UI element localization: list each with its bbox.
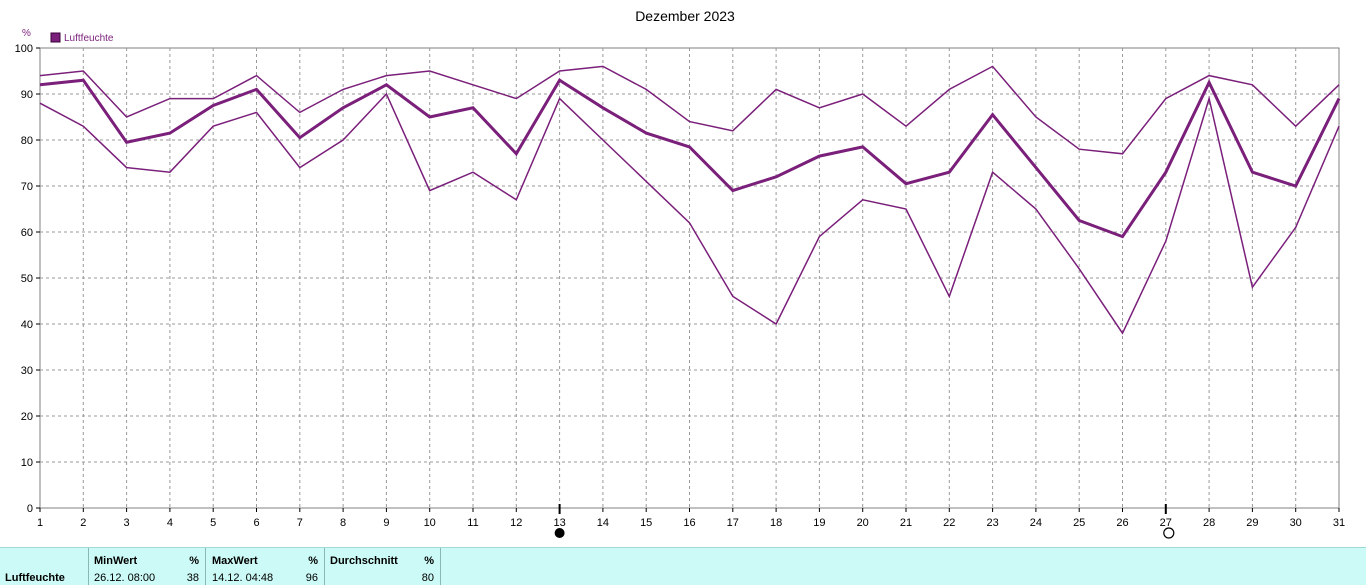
y-tick-label: 100 bbox=[15, 43, 33, 55]
x-tick-label: 25 bbox=[1073, 517, 1085, 529]
max-datetime: 14.12. 04:48 bbox=[212, 572, 274, 584]
full-moon-icon bbox=[1163, 527, 1175, 539]
x-tick-label: 11 bbox=[467, 517, 478, 529]
y-unit-label: % bbox=[22, 28, 31, 39]
x-tick-label: 27 bbox=[1160, 517, 1172, 529]
statistics-panel: Luftfeuchte MinWert % 26.12. 08:00 38 Ma… bbox=[0, 547, 1366, 585]
stats-row-label-cell: Luftfeuchte bbox=[0, 548, 89, 585]
min-value: 38 bbox=[186, 572, 199, 584]
x-tick-label: 1 bbox=[37, 517, 43, 529]
series-line-max bbox=[39, 65, 1340, 155]
chart-title: Dezember 2023 bbox=[635, 8, 735, 24]
avg-value: 80 bbox=[421, 572, 434, 584]
x-tick-label: 7 bbox=[297, 517, 303, 529]
x-ticks: 1 2 3 4 5 6 7 8 9 10 11 12 13 14 15 16 17 18 19 20 21 22 23 24 2… bbox=[37, 504, 1345, 529]
series-layer bbox=[39, 65, 1341, 335]
x-tick-label: 9 bbox=[383, 517, 389, 529]
series-line-min bbox=[39, 92, 1340, 335]
x-tick-label: 24 bbox=[1030, 517, 1042, 529]
y-tick-label: 20 bbox=[21, 411, 33, 423]
x-tick-label: 3 bbox=[124, 517, 130, 529]
x-tick-label: 21 bbox=[900, 517, 912, 529]
x-tick-label: 17 bbox=[727, 517, 739, 529]
x-tick-label: 6 bbox=[253, 517, 259, 529]
avg-header: Durchschnitt bbox=[330, 555, 398, 567]
chart: 1 2 3 4 5 6 7 8 9 10 11 12 13 14 15 16 17 18 19 20 21 22 23 24 2… bbox=[15, 8, 1345, 539]
min-unit: % bbox=[189, 555, 199, 567]
x-tick-label: 2 bbox=[80, 517, 86, 529]
min-datetime: 26.12. 08:00 bbox=[94, 572, 156, 584]
x-tick-label: 15 bbox=[640, 517, 652, 529]
y-tick-label: 40 bbox=[21, 319, 33, 331]
y-tick-label: 50 bbox=[21, 273, 33, 285]
x-tick-label: 8 bbox=[340, 517, 346, 529]
x-tick-label: 29 bbox=[1246, 517, 1258, 529]
x-tick-label: 4 bbox=[167, 517, 173, 529]
max-unit: % bbox=[308, 555, 318, 567]
y-ticks: 0 10 20 30 40 50 60 70 80 90 100 bbox=[15, 43, 40, 515]
legend-swatch bbox=[50, 32, 61, 43]
x-tick-label: 22 bbox=[943, 517, 955, 529]
y-tick-label: 70 bbox=[21, 181, 33, 193]
min-header: MinWert bbox=[94, 555, 138, 567]
avg-unit: % bbox=[424, 555, 434, 567]
legend-label: Luftfeuchte bbox=[64, 33, 114, 44]
max-value: 96 bbox=[305, 572, 318, 584]
min-cell: MinWert % 26.12. 08:00 38 bbox=[89, 548, 206, 585]
x-tick-label: 13 bbox=[553, 517, 565, 529]
y-tick-label: 30 bbox=[21, 365, 33, 377]
x-tick-label: 18 bbox=[770, 517, 782, 529]
x-tick-label: 10 bbox=[424, 517, 436, 529]
x-tick-label: 31 bbox=[1333, 517, 1345, 529]
x-tick-label: 5 bbox=[210, 517, 216, 529]
x-tick-label: 20 bbox=[857, 517, 869, 529]
x-tick-label: 30 bbox=[1290, 517, 1302, 529]
x-tick-label: 14 bbox=[597, 517, 609, 529]
x-tick-label: 23 bbox=[986, 517, 998, 529]
y-tick-label: 90 bbox=[21, 89, 33, 101]
x-tick-label: 16 bbox=[683, 517, 695, 529]
stats-row-label: Luftfeuchte bbox=[5, 572, 65, 584]
y-tick-label: 80 bbox=[21, 135, 33, 147]
max-cell: MaxWert % 14.12. 04:48 96 bbox=[206, 548, 325, 585]
grid bbox=[40, 48, 1339, 508]
x-tick-label: 19 bbox=[813, 517, 825, 529]
y-tick-label: 60 bbox=[21, 227, 33, 239]
x-tick-label: 26 bbox=[1116, 517, 1128, 529]
max-header: MaxWert bbox=[212, 555, 258, 567]
y-tick-label: 0 bbox=[27, 503, 33, 515]
x-tick-label: 28 bbox=[1203, 517, 1215, 529]
y-tick-label: 10 bbox=[21, 457, 33, 469]
new-moon-icon bbox=[554, 528, 565, 538]
series-line-mean bbox=[39, 78, 1341, 239]
x-tick-label: 12 bbox=[510, 517, 522, 529]
avg-cell: Durchschnitt % 80 bbox=[325, 548, 441, 585]
